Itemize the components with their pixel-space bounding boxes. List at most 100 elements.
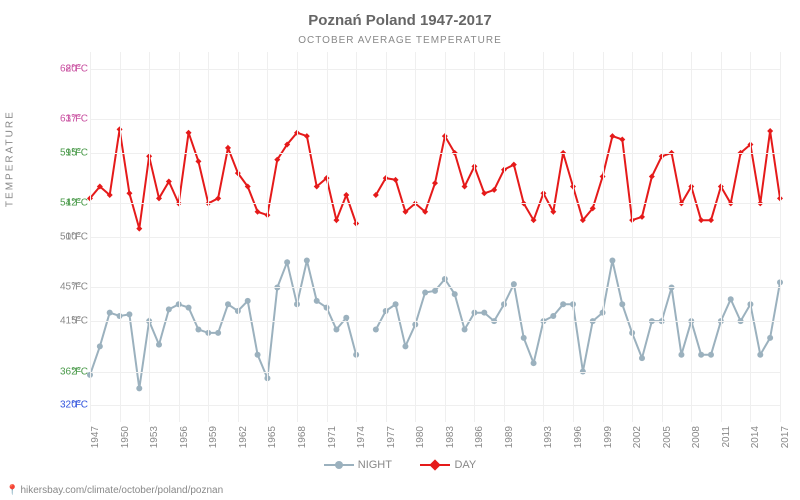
x-grid-line (445, 52, 446, 422)
x-tick-label: 1993 (543, 426, 554, 448)
legend-marker-day (420, 459, 450, 471)
x-tick-label: 1996 (573, 426, 584, 448)
marker-circle (531, 360, 537, 366)
marker-circle (97, 343, 103, 349)
marker-circle (609, 258, 615, 264)
y-tick-fahrenheit: 68°F (60, 63, 81, 74)
y-tick-fahrenheit: 59°F (60, 147, 81, 158)
marker-circle (304, 258, 310, 264)
x-grid-line (149, 52, 150, 422)
marker-circle (452, 291, 458, 297)
grid-line (90, 119, 780, 120)
y-tick-fahrenheit: 36°F (60, 366, 81, 377)
marker-circle (107, 310, 113, 316)
x-tick-label: 2017 (780, 426, 791, 448)
marker-circle (708, 352, 714, 358)
marker-diamond (432, 180, 438, 186)
marker-diamond (491, 187, 497, 193)
grid-line (90, 237, 780, 238)
y-tick-fahrenheit: 45°F (60, 282, 81, 293)
legend-item-night: NIGHT (324, 459, 392, 471)
y-tick-fahrenheit: 32°F (60, 400, 81, 411)
x-tick-label: 1953 (149, 426, 160, 448)
x-grid-line (632, 52, 633, 422)
x-grid-line (750, 52, 751, 422)
x-grid-line (415, 52, 416, 422)
x-grid-line (474, 52, 475, 422)
x-grid-line (238, 52, 239, 422)
source-url: 📍hikersbay.com/climate/october/poland/po… (6, 485, 223, 496)
marker-circle (550, 313, 556, 319)
x-tick-label: 1974 (356, 426, 367, 448)
x-grid-line (208, 52, 209, 422)
marker-circle (314, 298, 320, 304)
marker-diamond (481, 190, 487, 196)
x-grid-line (603, 52, 604, 422)
x-tick-label: 1977 (386, 426, 397, 448)
y-tick-fahrenheit: 50°F (60, 232, 81, 243)
marker-circle (481, 310, 487, 316)
marker-diamond (393, 177, 399, 183)
marker-circle (284, 259, 290, 265)
marker-circle (521, 335, 527, 341)
marker-circle (195, 327, 201, 333)
marker-circle (393, 301, 399, 307)
x-grid-line (267, 52, 268, 422)
grid-line (90, 69, 780, 70)
marker-circle (462, 327, 468, 333)
marker-diamond (186, 130, 192, 136)
x-tick-label: 1989 (504, 426, 515, 448)
marker-circle (639, 355, 645, 361)
marker-diamond (639, 214, 645, 220)
x-grid-line (543, 52, 544, 422)
marker-circle (225, 301, 231, 307)
pin-icon: 📍 (6, 485, 18, 496)
x-grid-line (386, 52, 387, 422)
grid-line (90, 321, 780, 322)
x-grid-line (120, 52, 121, 422)
grid-line (90, 372, 780, 373)
marker-diamond (767, 128, 773, 134)
x-tick-label: 2005 (662, 426, 673, 448)
y-axis-label: TEMPERATURE (5, 110, 16, 207)
legend: NIGHT DAY (0, 458, 800, 476)
x-tick-label: 1983 (445, 426, 456, 448)
x-tick-label: 1962 (238, 426, 249, 448)
x-grid-line (504, 52, 505, 422)
legend-label-night: NIGHT (358, 459, 392, 471)
marker-circle (698, 352, 704, 358)
x-tick-label: 1959 (208, 426, 219, 448)
marker-circle (166, 306, 172, 312)
marker-circle (422, 290, 428, 296)
x-grid-line (327, 52, 328, 422)
x-grid-line (780, 52, 781, 422)
marker-circle (402, 343, 408, 349)
chart-title: Poznań Poland 1947-2017 (0, 12, 800, 29)
legend-marker-night (324, 459, 354, 471)
marker-circle (728, 296, 734, 302)
marker-circle (215, 330, 221, 336)
marker-circle (333, 327, 339, 333)
y-tick-fahrenheit: 54°F (60, 198, 81, 209)
x-grid-line (691, 52, 692, 422)
marker-circle (255, 352, 261, 358)
chart-subtitle: OCTOBER AVERAGE TEMPERATURE (0, 35, 800, 46)
grid-line (90, 405, 780, 406)
x-grid-line (297, 52, 298, 422)
marker-diamond (255, 209, 261, 215)
marker-circle (136, 385, 142, 391)
marker-diamond (333, 217, 339, 223)
x-tick-label: 1999 (603, 426, 614, 448)
marker-circle (126, 311, 132, 317)
marker-diamond (136, 226, 142, 232)
x-grid-line (90, 52, 91, 422)
x-grid-line (721, 52, 722, 422)
grid-line (90, 203, 780, 204)
x-tick-label: 2002 (632, 426, 643, 448)
marker-diamond (195, 158, 201, 164)
x-tick-label: 1980 (415, 426, 426, 448)
marker-diamond (609, 133, 615, 139)
series-line-day (90, 129, 780, 228)
x-grid-line (662, 52, 663, 422)
marker-circle (343, 315, 349, 321)
